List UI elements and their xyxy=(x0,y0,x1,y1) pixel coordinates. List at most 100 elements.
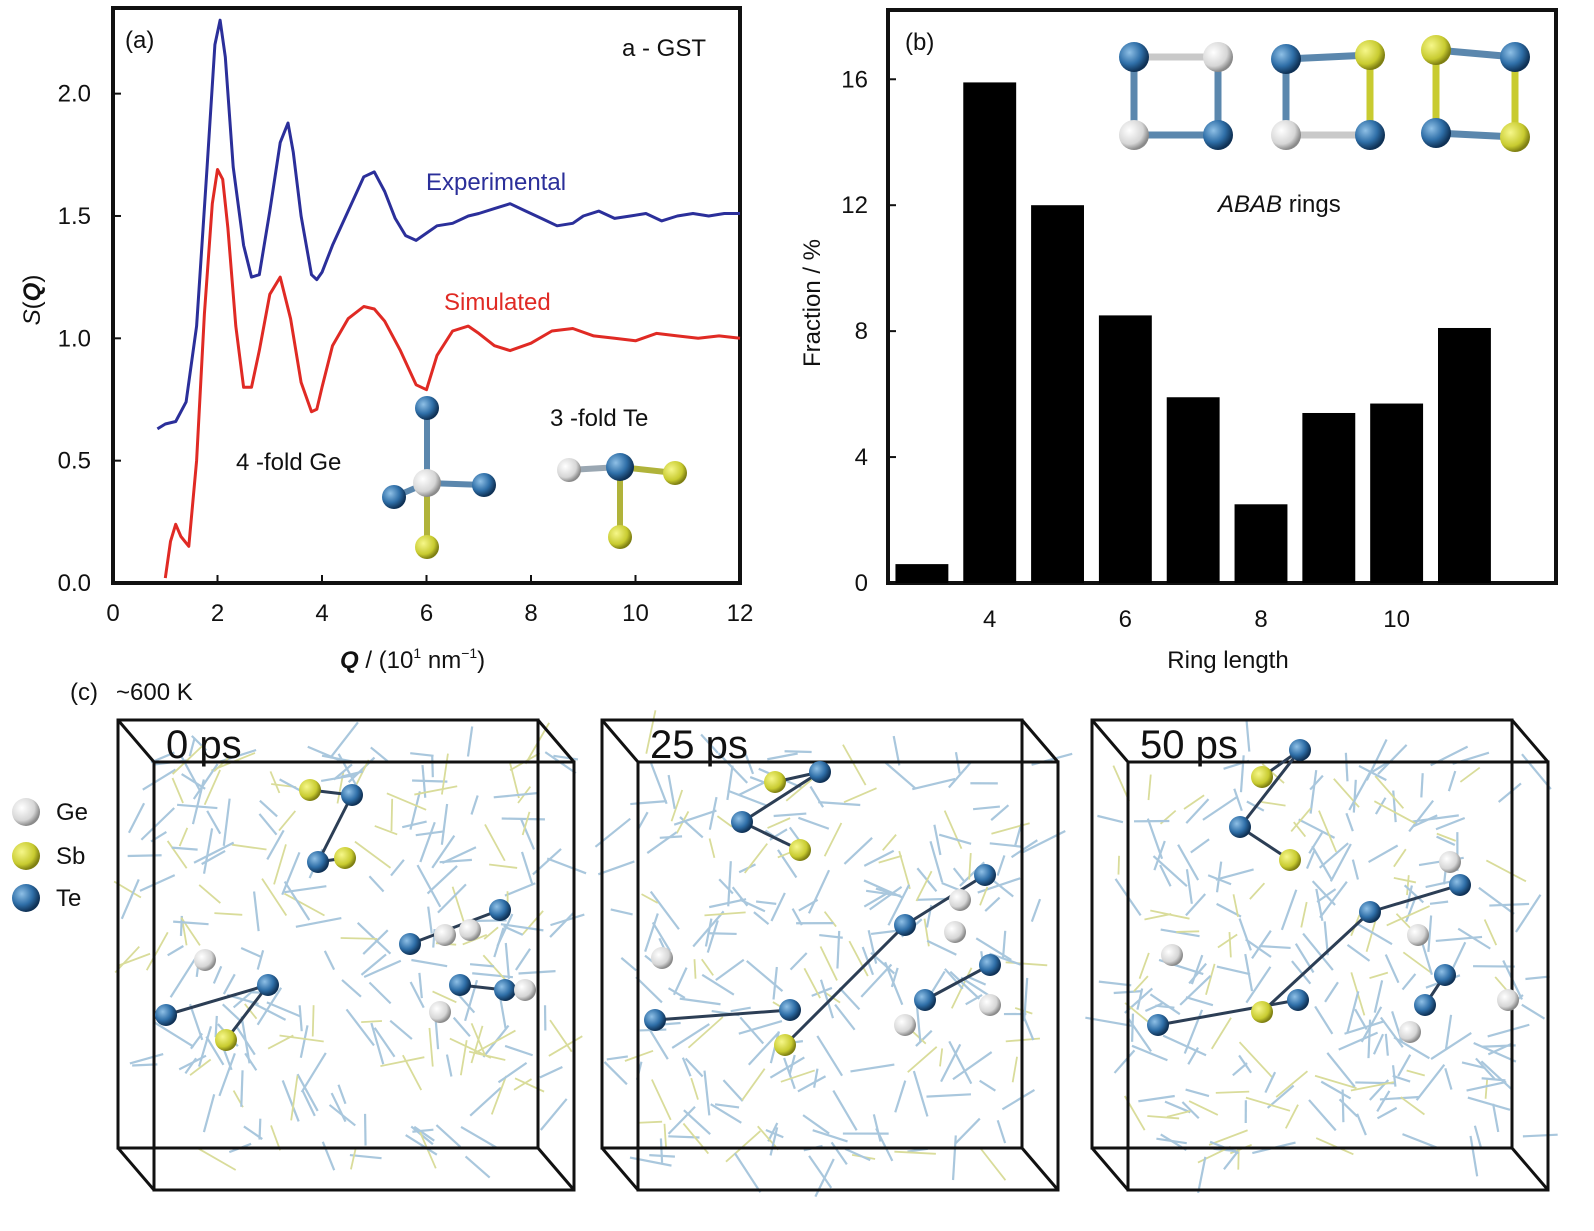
network-bond xyxy=(1309,770,1318,814)
network-bond xyxy=(1315,1137,1354,1156)
network-bond xyxy=(301,1089,316,1117)
box-edge xyxy=(536,719,576,763)
network-bond xyxy=(996,1119,1007,1144)
network-bond xyxy=(753,911,770,925)
network-bond xyxy=(1011,1056,1018,1083)
network-bond xyxy=(710,1103,742,1124)
network-bond xyxy=(549,1019,573,1053)
network-bond xyxy=(1354,1008,1368,1030)
snapshot-time-label: 50 ps xyxy=(1140,723,1238,767)
network-bond xyxy=(1319,881,1348,919)
atom xyxy=(949,889,971,911)
atom xyxy=(1229,816,1251,838)
network-bond xyxy=(915,870,933,902)
network-bond xyxy=(1275,1070,1309,1098)
network-bond xyxy=(1023,977,1029,1022)
network-bond xyxy=(470,1025,484,1064)
network-bond xyxy=(933,824,942,856)
highlight-bond xyxy=(924,963,991,1002)
network-bond xyxy=(940,1043,962,1083)
network-bond xyxy=(1249,882,1266,900)
network-bond xyxy=(1429,900,1449,905)
network-bond xyxy=(938,833,972,845)
atom xyxy=(155,1004,177,1026)
network-bond xyxy=(965,994,983,1006)
network-bond xyxy=(1346,943,1371,962)
molecule-4fold-ge xyxy=(382,396,496,559)
network-bond xyxy=(741,1068,766,1101)
network-bond xyxy=(390,859,405,877)
network-bond xyxy=(809,785,825,808)
atom xyxy=(979,954,1001,976)
y-tick-label: 1.5 xyxy=(58,203,91,230)
atom xyxy=(1434,964,1456,986)
network-bond xyxy=(1484,1077,1489,1099)
network-bond xyxy=(1305,849,1316,869)
box-front-face xyxy=(1090,718,1514,1150)
network-bond xyxy=(472,972,514,979)
network-bond xyxy=(439,858,472,864)
network-bond xyxy=(1497,782,1522,803)
box-edge xyxy=(1510,719,1550,763)
network-bond xyxy=(887,884,911,926)
network-bond xyxy=(244,1003,258,1020)
network-bond xyxy=(386,792,427,811)
network-bond xyxy=(1420,773,1424,798)
panel-b-xlabel: Ring length xyxy=(1167,647,1288,674)
bar-ring-7 xyxy=(1166,397,1220,583)
network-bond xyxy=(667,987,686,999)
network-bond xyxy=(1368,844,1399,863)
network-bond xyxy=(869,885,903,911)
network-bond xyxy=(730,1006,751,1013)
network-bond xyxy=(1344,752,1349,782)
atom xyxy=(789,839,811,861)
network-bond xyxy=(780,1069,815,1083)
network-bond xyxy=(205,1036,225,1066)
network-bond xyxy=(645,710,657,754)
network-bond xyxy=(1314,1074,1357,1089)
network-bond xyxy=(1522,1133,1558,1138)
network-bond xyxy=(1346,991,1360,1034)
atom xyxy=(257,974,279,996)
network-bond xyxy=(1386,905,1430,927)
network-bond xyxy=(320,773,356,783)
network-bond xyxy=(708,838,716,859)
network-bond xyxy=(1365,918,1377,952)
network-bond xyxy=(860,963,893,998)
network-bond xyxy=(222,798,231,846)
network-bond xyxy=(1406,1069,1425,1077)
network-bond xyxy=(1392,790,1397,823)
network-bond xyxy=(802,1114,830,1135)
network-bond xyxy=(1314,1005,1334,1035)
box-front-face xyxy=(600,718,1024,1150)
network-bond xyxy=(948,1040,973,1085)
network-bond xyxy=(898,850,911,890)
network-bond xyxy=(649,890,680,930)
network-bond xyxy=(167,945,184,957)
network-bond xyxy=(912,777,956,791)
highlight-bond xyxy=(1238,749,1302,828)
network-bond xyxy=(944,968,964,990)
network-bond xyxy=(519,818,536,850)
highlight-bond xyxy=(165,983,269,1017)
bar-ring-9 xyxy=(1302,412,1356,583)
network-bond xyxy=(178,827,189,847)
network-bond xyxy=(203,769,221,806)
network-bond xyxy=(1245,718,1251,752)
network-bond xyxy=(704,911,746,917)
network-bond xyxy=(954,1117,981,1145)
network-bond xyxy=(483,926,499,940)
network-bond xyxy=(1131,1044,1168,1062)
network-bond xyxy=(646,831,678,854)
network-bond xyxy=(184,1057,198,1074)
atom xyxy=(894,1014,916,1036)
network-bond xyxy=(1376,1106,1398,1120)
network-bond xyxy=(767,817,791,829)
network-bond xyxy=(823,822,843,857)
panel-c-label: (c) xyxy=(70,679,98,706)
network-bond xyxy=(323,950,336,971)
network-bond xyxy=(464,1155,491,1179)
network-bond xyxy=(789,952,808,971)
network-bond xyxy=(703,1070,711,1116)
